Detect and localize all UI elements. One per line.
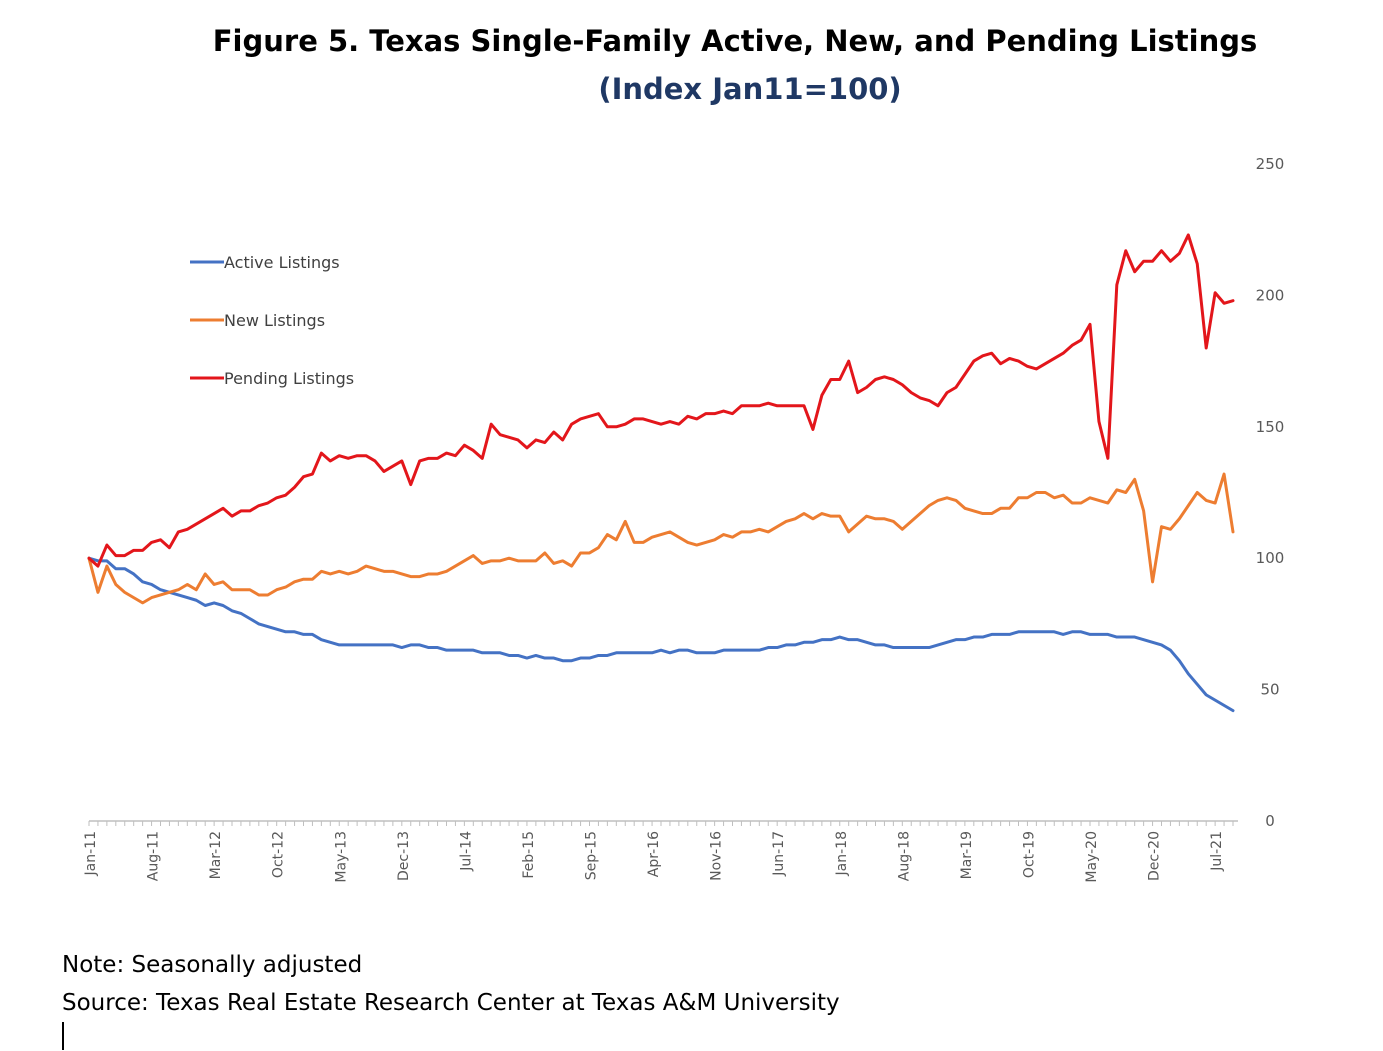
legend-label: Pending Listings [224, 369, 354, 388]
x-tick-label: Jan-11 [83, 831, 99, 876]
chart-subtitle: (Index Jan11=100) [598, 72, 902, 106]
y-tick-label: 50 [1260, 681, 1279, 699]
series-line-active-listings [87, 556, 1235, 713]
legend: Active Listings New Listings Pending Listi… [190, 253, 354, 388]
x-tick-label: Feb-15 [521, 831, 537, 879]
series-line-new-listings [87, 472, 1235, 605]
y-tick-label: 0 [1265, 812, 1275, 830]
x-tick-label: Dec-20 [1147, 831, 1163, 881]
x-tick-label: Jun-17 [771, 831, 787, 877]
footnote-source: Source: Texas Real Estate Research Cente… [62, 990, 840, 1016]
x-tick-label: Jan-18 [834, 831, 850, 876]
x-tick-label: Apr-16 [646, 831, 662, 877]
x-tick-label: Dec-13 [396, 831, 412, 881]
y-tick-label: 100 [1256, 549, 1285, 567]
x-tick-label: Jul-21 [1209, 831, 1225, 872]
x-tick-label: May-20 [1084, 831, 1100, 883]
y-tick-label: 200 [1256, 286, 1285, 304]
axis-layer: Jan-11 Aug-11 Mar-12 Oct-12 May-13 Dec-13 Jul-… [83, 155, 1284, 883]
x-tick-label: Aug-18 [896, 831, 912, 881]
x-tick-label: Sep-15 [584, 831, 600, 880]
series-layer [87, 233, 1235, 713]
footnote-note: Note: Seasonally adjusted [62, 952, 363, 978]
chart-title: Figure 5. Texas Single-Family Active, Ne… [212, 24, 1258, 58]
series-line-pending-listings [87, 233, 1235, 568]
x-tick-label: Mar-12 [208, 831, 224, 879]
legend-label: New Listings [224, 311, 325, 330]
x-tick-label: Mar-19 [959, 831, 975, 879]
x-tick-label: May-13 [333, 831, 349, 883]
x-tick-label: Aug-11 [146, 831, 162, 881]
x-tick-label: Nov-16 [709, 831, 725, 881]
x-tick-label: Oct-12 [271, 831, 287, 878]
y-tick-label: 250 [1256, 155, 1285, 173]
text-cursor [62, 1022, 64, 1050]
legend-label: Active Listings [224, 253, 340, 272]
x-tick-label: Jul-14 [458, 831, 474, 872]
y-tick-label: 150 [1256, 418, 1285, 436]
x-tick-label: Oct-19 [1021, 831, 1037, 878]
